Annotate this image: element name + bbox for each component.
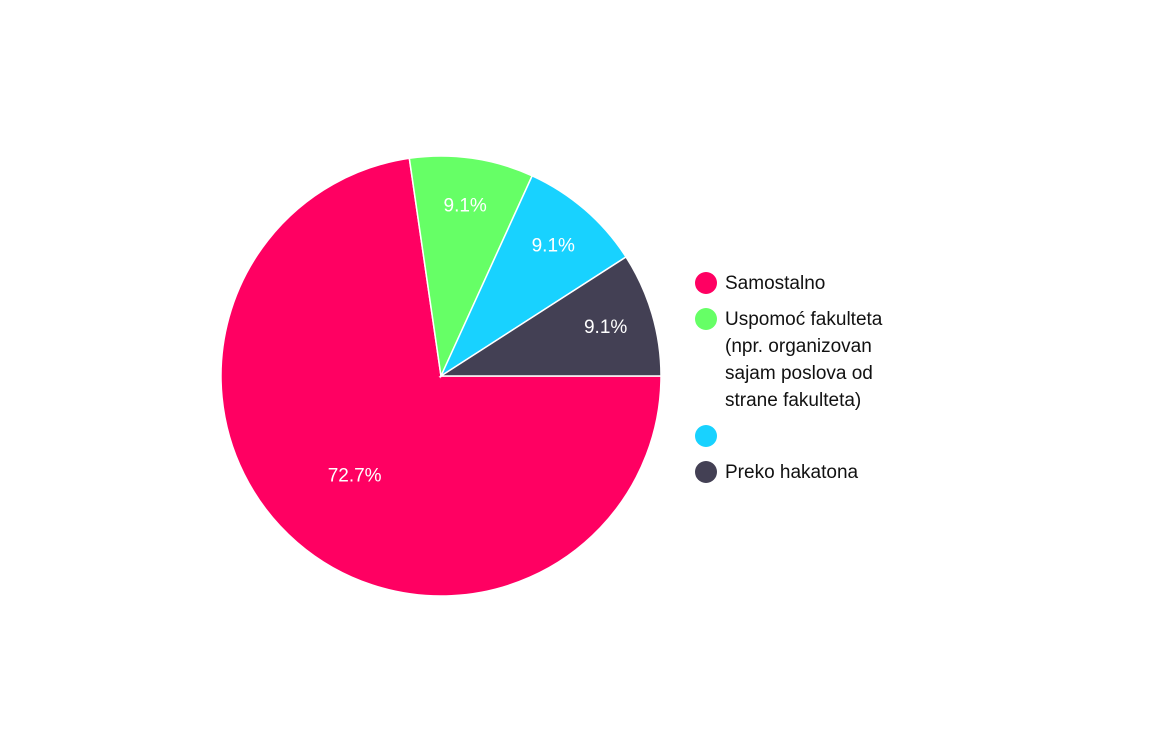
slice-data-label: 9.1%: [444, 196, 487, 217]
legend: Samostalno Uspomoć fakulteta (npr. organ…: [695, 270, 925, 495]
pie-slice[interactable]: [438, 255, 662, 377]
legend-item-preko-hakatona[interactable]: Preko hakatona: [695, 459, 925, 486]
legend-swatch: [695, 425, 717, 447]
legend-item-samostalno[interactable]: Samostalno: [695, 270, 925, 297]
slice-data-label: 9.1%: [584, 317, 627, 338]
legend-swatch: [695, 461, 717, 483]
slice-data-label: 9.1%: [532, 236, 575, 257]
slice-data-label: 72.7%: [328, 465, 382, 486]
pie-slice[interactable]: [408, 155, 534, 379]
legend-swatch: [695, 308, 717, 330]
legend-item-uspomoc-fakulteta[interactable]: Uspomoć fakulteta (npr. organizovan saja…: [695, 306, 925, 414]
legend-label: Uspomoć fakulteta (npr. organizovan saja…: [725, 309, 883, 411]
legend-swatch: [695, 272, 717, 294]
legend-item-unnamed[interactable]: [695, 423, 925, 450]
legend-label: Preko hakatona: [725, 462, 859, 483]
pie-slice[interactable]: [439, 174, 628, 379]
legend-label: Samostalno: [725, 273, 826, 294]
